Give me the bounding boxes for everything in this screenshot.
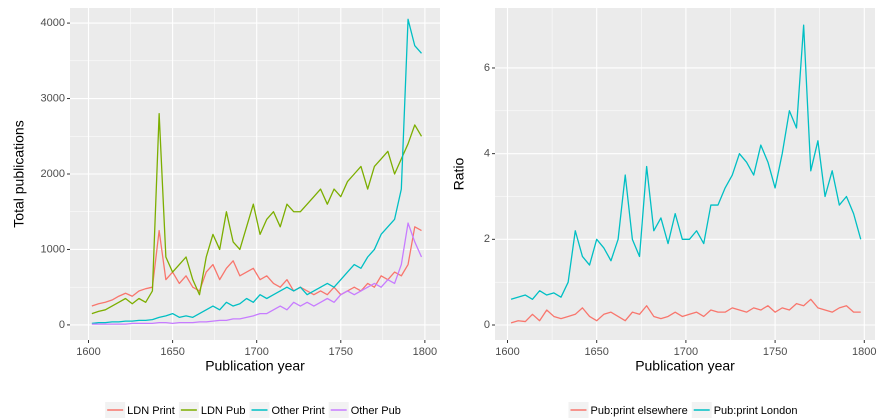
legend-label: LDN Print [127, 405, 175, 417]
legend: Pub:print elsewhere Pub:print London [568, 402, 798, 418]
legend: LDN Print LDN Pub Other Print Other Pub [105, 402, 401, 418]
legend-label: Pub:print elsewhere [590, 405, 687, 417]
series-line [510, 298, 861, 324]
panel-background [495, 8, 875, 340]
y-tick-label: 3000 [41, 92, 65, 104]
series-line [91, 18, 422, 325]
y-tick-label: 2 [484, 233, 490, 245]
x-tick-label: 1600 [76, 346, 100, 358]
y-axis-title: Total publications [11, 120, 27, 227]
x-tick-label: 1700 [674, 346, 698, 358]
y-tick-label: 0 [484, 319, 490, 331]
x-tick-label: 1800 [852, 346, 876, 358]
y-tick-label: 6 [484, 62, 490, 74]
x-axis-title: Publication year [635, 358, 735, 374]
series-line [91, 226, 422, 307]
y-tick-label: 4 [484, 148, 490, 160]
x-tick-label: 1650 [160, 346, 184, 358]
x-tick-label: 1650 [584, 346, 608, 358]
series-line [91, 112, 423, 315]
y-tick-label: 0 [59, 319, 65, 331]
x-tick-label: 1750 [763, 346, 787, 358]
legend-label: Other Print [272, 405, 325, 417]
legend-label: Other Pub [351, 405, 401, 417]
x-tick-label: 1800 [413, 346, 437, 358]
y-axis-title: Ratio [451, 157, 467, 190]
y-tick-label: 1000 [41, 243, 65, 255]
series-line [510, 24, 862, 300]
x-axis-title: Publication year [205, 358, 305, 374]
y-tick-label: 2000 [41, 168, 65, 180]
legend-label: Pub:print London [714, 405, 798, 417]
legend-label: LDN Pub [201, 405, 246, 417]
x-tick-label: 1750 [329, 346, 353, 358]
series-line [91, 222, 423, 325]
x-tick-label: 1600 [495, 346, 519, 358]
y-tick-label: 4000 [41, 17, 65, 29]
x-tick-label: 1700 [244, 346, 268, 358]
